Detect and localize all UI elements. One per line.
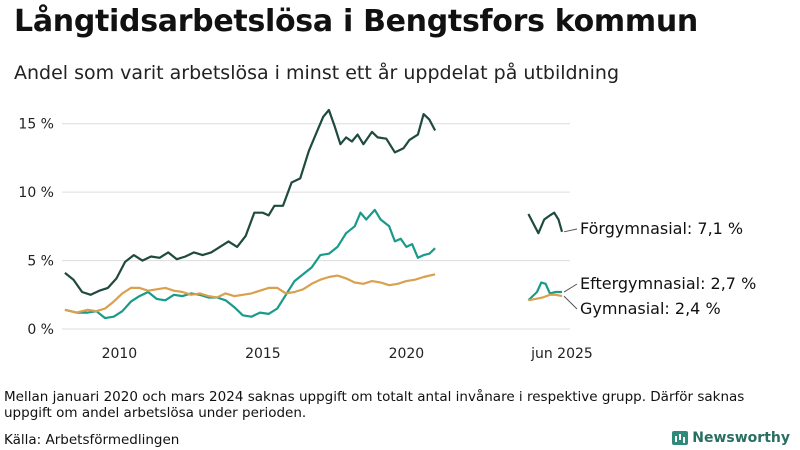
y-tick-label: 0 % [27,322,54,338]
chart-title: Långtidsarbetslösa i Bengtsfors kommun [14,4,698,39]
line-chart: 0 % 5 % 10 % 15 % 2010 2015 2020 jun 2025 Förg… [18,108,756,362]
label-leader-eftergymnasial [563,283,578,293]
series-line-forgymnasial-segment-1 [527,211,564,235]
series-line-eftergymnasial-segment-0 [64,208,436,320]
end-label-gymnasial: Gymnasial: 2,4 % [580,299,721,318]
footnote: Mellan januari 2020 och mars 2024 saknas… [4,389,745,421]
chart-subtitle: Andel som varit arbetslösa i minst ett å… [14,62,620,84]
source-line: Källa: Arbetsförmedlingen [4,432,180,448]
y-axis: 0 % 5 % 10 % 15 % [18,117,54,338]
series-line-gymnasial-segment-0 [64,273,436,314]
end-label-forgymnasial: Förgymnasial: 7,1 % [580,219,743,238]
brand-logo: Newsworthy [672,430,790,446]
series-lines [64,108,564,320]
x-tick-label: 2015 [245,346,281,362]
chart-logo-icon [672,431,689,445]
x-tick-label: 2020 [389,346,425,362]
y-tick-label: 15 % [18,117,54,133]
label-leader-forgymnasial [563,228,578,233]
x-tick-label: 2010 [102,346,138,362]
x-tick-label: jun 2025 [530,346,593,362]
series-end-labels: Förgymnasial: 7,1 % Eftergymnasial: 2,7 %… [563,219,756,318]
series-line-forgymnasial-segment-0 [64,108,437,296]
label-leader-gymnasial [563,295,578,310]
series-line-eftergymnasial-segment-1 [527,281,562,302]
y-tick-label: 10 % [18,185,54,201]
brand-name: Newsworthy [692,430,790,446]
y-tick-label: 5 % [27,254,54,270]
series-line-gymnasial-segment-1 [528,293,563,302]
end-label-eftergymnasial: Eftergymnasial: 2,7 % [580,274,756,293]
x-axis: 2010 2015 2020 jun 2025 [102,346,593,362]
